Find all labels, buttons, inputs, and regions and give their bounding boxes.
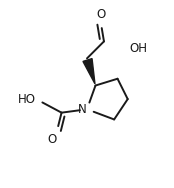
Text: O: O bbox=[96, 8, 105, 21]
Text: OH: OH bbox=[129, 42, 147, 55]
Polygon shape bbox=[83, 59, 95, 84]
Text: HO: HO bbox=[18, 92, 36, 106]
Text: O: O bbox=[47, 133, 57, 146]
Text: N: N bbox=[78, 103, 87, 116]
